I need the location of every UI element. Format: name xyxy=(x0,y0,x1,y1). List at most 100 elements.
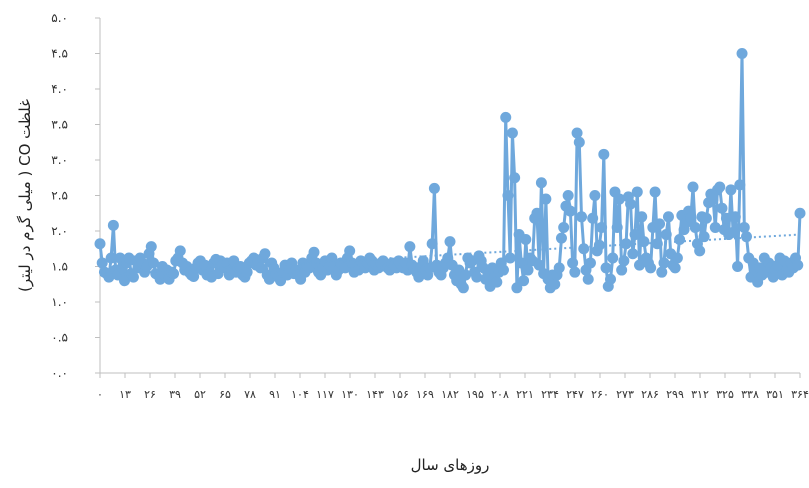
data-point xyxy=(127,271,139,283)
x-tick-label: ۱۰۴ xyxy=(291,388,309,401)
data-point xyxy=(241,266,253,278)
data-point xyxy=(638,236,650,248)
data-point xyxy=(709,221,721,233)
data-point xyxy=(188,270,200,282)
data-point xyxy=(727,226,739,238)
data-point xyxy=(687,181,699,193)
data-point xyxy=(500,111,512,123)
y-tick-label: ۴.۰ xyxy=(51,82,68,96)
y-axis-title: غلظت CO ( میلی گرم در لیتر) xyxy=(16,99,34,292)
data-point xyxy=(145,241,157,253)
data-point xyxy=(607,252,619,264)
data-point xyxy=(660,229,672,241)
data-point xyxy=(620,238,632,250)
x-tick-label: ۲۶۰ xyxy=(591,388,609,401)
data-point xyxy=(600,262,612,274)
data-point xyxy=(734,179,746,191)
data-point xyxy=(569,266,581,278)
data-point xyxy=(598,148,610,160)
x-tick-label: ۱۶۹ xyxy=(416,388,434,401)
data-point xyxy=(649,186,661,198)
data-point xyxy=(105,252,117,264)
y-tick-label: ۵.۰ xyxy=(51,11,68,25)
y-tick-label: ۲.۵ xyxy=(51,189,68,203)
data-point xyxy=(669,262,681,274)
x-tick-label: ۱۳۰ xyxy=(341,388,359,401)
data-point xyxy=(119,275,131,287)
data-point xyxy=(707,193,719,205)
data-point xyxy=(689,221,701,233)
data-point xyxy=(571,127,583,139)
data-point xyxy=(613,193,625,205)
x-tick-label: ۲۶ xyxy=(144,388,156,401)
trendline xyxy=(99,233,801,277)
data-point xyxy=(107,219,119,231)
x-tick-label: ۱۴۳ xyxy=(366,388,384,401)
y-tick-label: ۲.۰ xyxy=(51,224,68,238)
data-point xyxy=(671,252,683,264)
x-tick-label: ۱۵۶ xyxy=(391,388,409,401)
y-tick-label: ۳.۵ xyxy=(51,118,68,132)
x-tick-label: ۶۵ xyxy=(219,388,231,401)
data-point xyxy=(509,172,521,184)
data-point xyxy=(518,275,530,287)
data-point xyxy=(535,177,547,189)
data-point xyxy=(582,273,594,285)
data-point xyxy=(698,231,710,243)
data-point xyxy=(625,198,637,210)
data-point xyxy=(471,271,483,283)
data-point xyxy=(674,234,686,246)
data-point xyxy=(589,190,601,201)
data-point xyxy=(502,190,514,201)
data-point xyxy=(520,234,532,246)
data-point xyxy=(587,212,599,224)
data-point xyxy=(168,268,180,280)
data-point xyxy=(651,238,663,250)
data-point xyxy=(491,276,503,288)
x-tick-label: ۳۱۲ xyxy=(691,388,709,401)
data-point xyxy=(656,266,668,278)
data-point xyxy=(658,257,670,269)
x-axis-title: روزهای سال xyxy=(411,456,490,474)
data-point xyxy=(578,243,590,255)
data-point xyxy=(794,207,806,219)
data-point xyxy=(605,273,617,285)
data-point xyxy=(564,205,576,217)
x-tick-label: ۳۹ xyxy=(169,388,181,401)
data-point xyxy=(511,282,523,294)
data-point xyxy=(792,259,804,271)
x-tick-label: ۳۶۴ xyxy=(791,388,809,401)
data-point xyxy=(96,257,108,269)
data-point xyxy=(426,238,438,250)
data-point xyxy=(417,255,429,267)
data-point xyxy=(428,182,440,194)
data-point xyxy=(732,261,744,272)
data-point xyxy=(720,212,732,224)
data-point xyxy=(576,211,588,223)
data-point xyxy=(444,236,456,248)
data-point xyxy=(174,245,186,257)
x-tick-label: ۹۱ xyxy=(269,388,281,401)
data-point xyxy=(645,262,657,274)
x-tick-label: ۳۲۵ xyxy=(716,388,734,401)
data-point xyxy=(654,218,666,230)
y-tick-label: ۱.۵ xyxy=(51,260,68,274)
data-point xyxy=(498,264,510,276)
data-point xyxy=(522,264,534,276)
data-point xyxy=(611,221,623,233)
x-tick-label: ۲۰۸ xyxy=(491,388,509,401)
data-point xyxy=(259,248,271,260)
x-tick-label: ۲۸۶ xyxy=(641,388,659,401)
data-point xyxy=(558,221,570,233)
x-tick-label: ۳۵۱ xyxy=(766,388,784,401)
data-point xyxy=(729,211,741,223)
data-point xyxy=(685,212,697,224)
data-point xyxy=(504,252,516,264)
data-point xyxy=(533,259,545,271)
y-tick-label: ۴.۵ xyxy=(51,47,68,61)
data-point xyxy=(515,257,527,269)
data-point xyxy=(662,211,674,223)
data-point xyxy=(584,257,596,269)
